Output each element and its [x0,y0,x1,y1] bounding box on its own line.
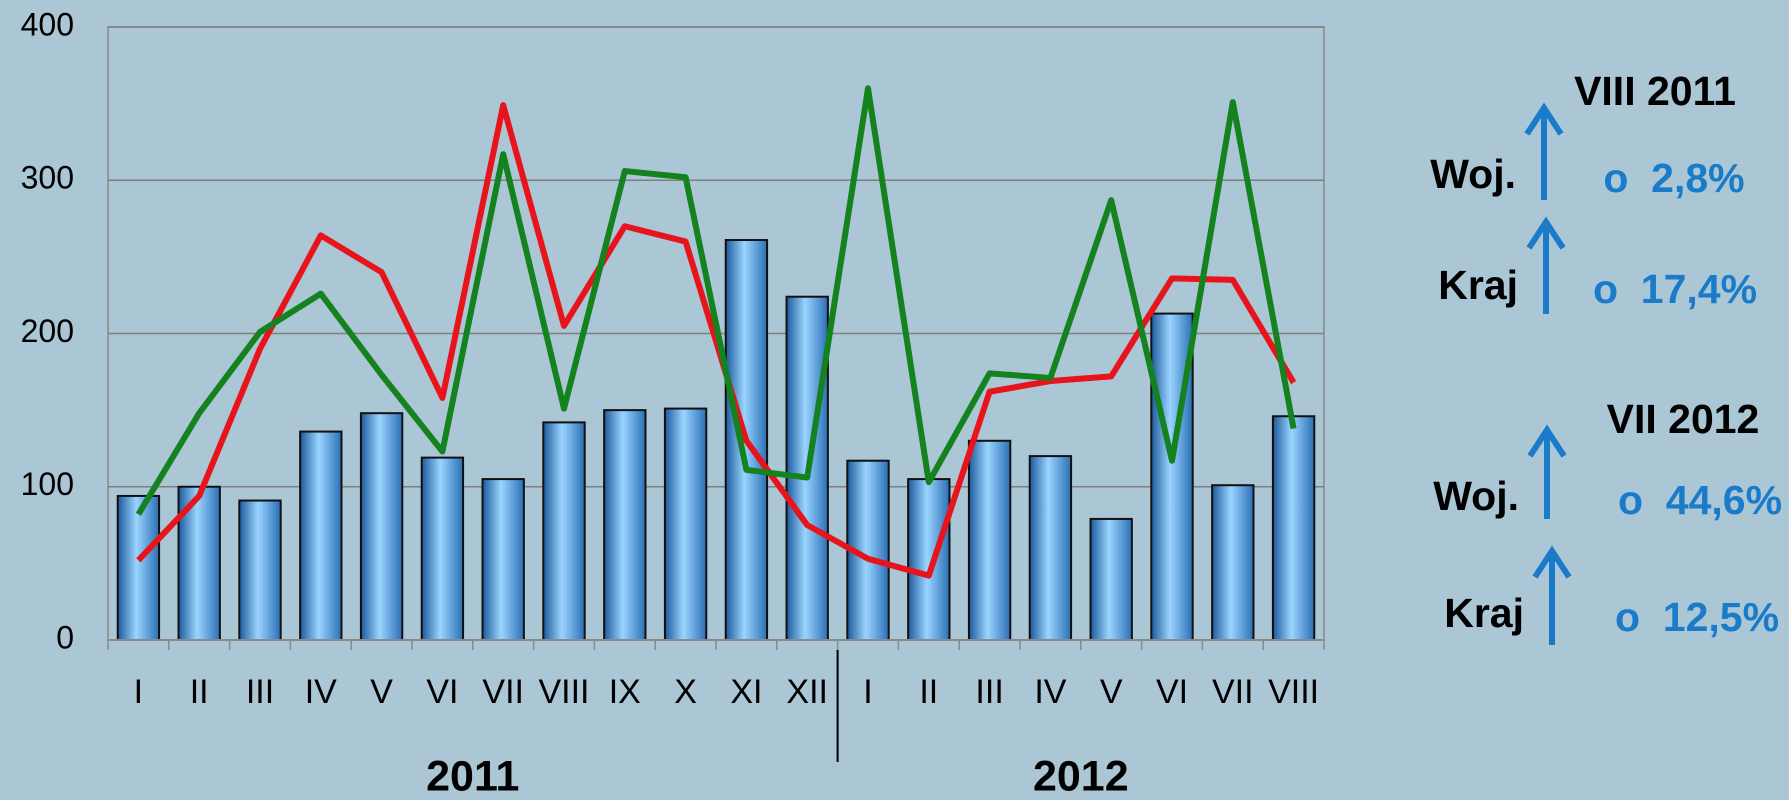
bar [299,430,343,641]
group-label: 2011 [426,752,519,800]
arrow-head [1526,216,1566,250]
x-tick-label: VIII [1268,673,1319,711]
group-label: 2012 [1033,752,1129,800]
y-tick-label: 200 [21,313,74,349]
x-tick-label: V [1100,673,1123,711]
annotation-period: VIII 2011 [1574,68,1736,114]
x-tick-label: X [674,673,697,711]
arrow-head [1532,545,1572,579]
y-tick-label: 400 [21,6,74,42]
bar [785,295,829,641]
arrow-head [1527,424,1567,458]
bar [724,239,769,642]
y-tick-label: 100 [21,466,74,502]
annotation-label: Woj. [1430,151,1516,197]
x-tick-label: II [190,673,209,711]
x-tick-label: V [370,673,393,711]
annotation-change: o 2,8% [1603,155,1744,201]
bar [420,456,465,641]
x-tick-label: I [863,673,872,711]
bar [1271,415,1316,641]
x-tick-label: III [246,673,274,711]
bar [359,412,404,641]
bar [967,439,1012,641]
x-tick-label: II [919,673,938,711]
x-tick-label: IV [305,673,337,711]
y-tick-label: 0 [56,619,74,655]
x-tick-label: IX [609,673,641,711]
annotation-label: Kraj [1444,590,1524,636]
line [135,85,1297,516]
x-tick-label: VIII [538,673,589,711]
arrow-head [1524,102,1564,136]
x-tick-label: XII [786,673,828,711]
annotation-change: o 12,5% [1615,594,1779,640]
bar [542,421,586,642]
annotation-label: Woj. [1433,473,1519,519]
y-tick-label: 300 [21,160,74,196]
bar [1028,455,1073,641]
x-tick-label: XI [730,673,762,711]
annotation-change: o 17,4% [1593,266,1757,312]
bar [238,499,282,642]
bar [481,478,525,641]
bar [116,494,161,641]
x-tick-label: I [134,673,143,711]
x-tick-label: IV [1034,673,1066,711]
bar [1089,517,1133,641]
x-tick-label: VII [1212,673,1254,711]
annotation-label: Kraj [1438,262,1518,308]
x-tick-label: VI [426,673,458,711]
bar [907,478,951,641]
annotation-period: VII 2012 [1607,396,1760,442]
bar [603,409,647,641]
annotation-change: o 44,6% [1618,477,1782,523]
bar [663,407,708,641]
line [136,102,1297,579]
bar [1211,484,1255,641]
x-tick-label: III [975,673,1003,711]
x-tick-label: VII [482,673,524,711]
x-tick-label: VI [1156,673,1188,711]
